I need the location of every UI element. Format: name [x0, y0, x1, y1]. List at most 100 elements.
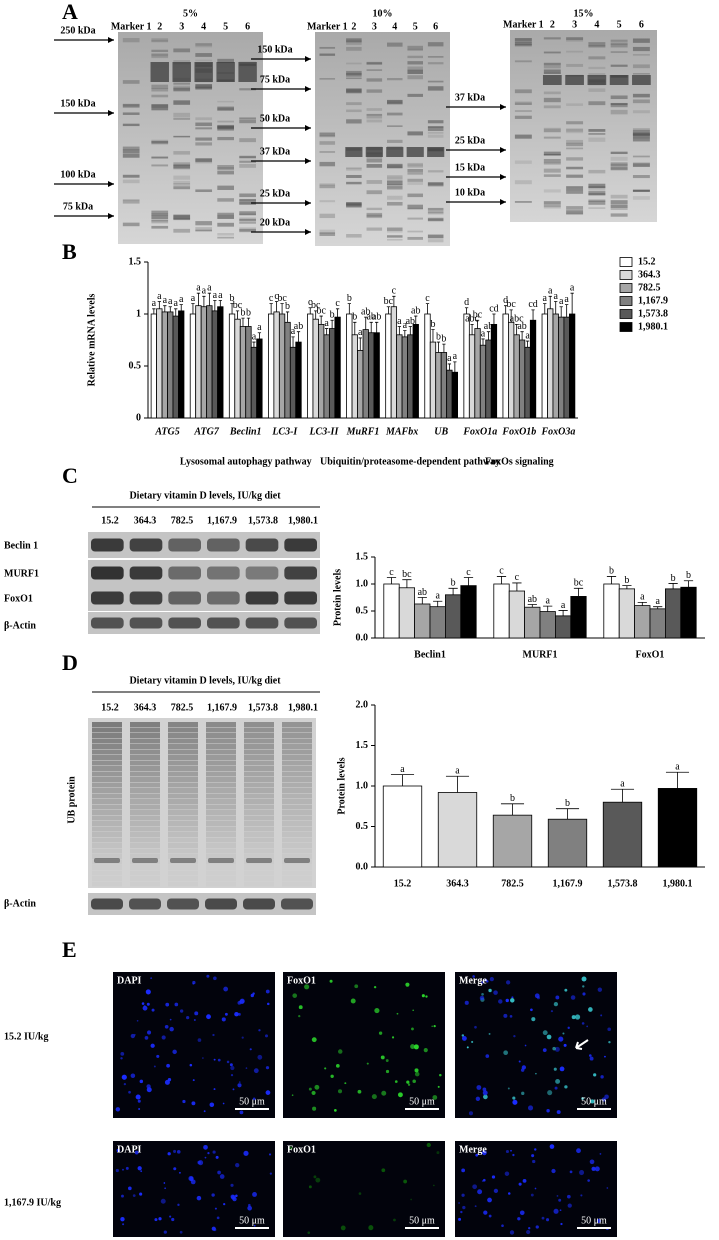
gel-band [387, 186, 403, 190]
gel-band [566, 142, 584, 147]
blot-band [284, 858, 310, 863]
cell [134, 1150, 139, 1155]
lane-label: 3 [179, 21, 184, 32]
gel-band [566, 50, 584, 53]
error-bar [364, 316, 368, 330]
gel-band [514, 38, 532, 43]
gel-band [632, 64, 650, 69]
gel-band [239, 229, 256, 233]
cell [488, 988, 492, 993]
smear [130, 804, 160, 810]
bar [444, 594, 462, 639]
cell [554, 1046, 560, 1052]
cell [373, 985, 377, 989]
gel-band [514, 89, 532, 94]
gel-band [151, 210, 169, 215]
gel-band [217, 185, 234, 190]
gel-band [514, 38, 532, 41]
gel-band [151, 141, 169, 145]
gel-band [195, 59, 213, 62]
significance-letter: a [640, 592, 645, 603]
cell [542, 1048, 547, 1053]
gel-band [239, 227, 256, 232]
smear [92, 799, 122, 804]
significance-letter: a [548, 286, 553, 297]
arrow-head [500, 174, 506, 180]
x-tick-label: 1,573.8 [608, 878, 638, 889]
error-bar [246, 317, 251, 327]
blot-band [284, 591, 317, 605]
bar [256, 338, 263, 419]
blot-membrane [88, 718, 316, 888]
significance-letter: cd [489, 303, 498, 314]
gel-band [217, 212, 234, 216]
significance-letter: ab [294, 321, 303, 332]
blot-band [168, 538, 201, 552]
cell [559, 1209, 562, 1212]
gel-band [151, 225, 169, 229]
bar [200, 306, 208, 419]
smear [92, 832, 122, 837]
cell [410, 1198, 412, 1201]
arrow-head [500, 147, 506, 153]
error-bar [408, 326, 412, 335]
bar [524, 606, 541, 639]
marker-label: 75 kDa [260, 74, 290, 85]
cell [166, 1063, 170, 1068]
error-bar [558, 610, 568, 616]
gel-band [407, 61, 423, 65]
cell [483, 1210, 488, 1215]
cell [196, 1195, 202, 1201]
lane-label: 364.3 [134, 515, 157, 526]
cell [151, 1008, 155, 1012]
gel-band [319, 183, 336, 186]
significance-letter: a [525, 330, 530, 341]
smear [168, 799, 198, 804]
error-bar [543, 605, 553, 612]
cell [330, 1074, 334, 1078]
marker-label: 150 kDa [257, 44, 292, 55]
bar [539, 611, 556, 639]
gel-band [151, 106, 169, 111]
cell [115, 1107, 121, 1112]
lane-label: 1,167.9 [207, 702, 237, 713]
cell [587, 1179, 590, 1182]
cell [433, 1025, 436, 1028]
error-bar [543, 303, 547, 314]
gel-band [566, 212, 584, 215]
cell [596, 1218, 602, 1224]
gel-band [173, 164, 191, 169]
smear [130, 744, 160, 749]
cell [549, 1144, 555, 1149]
cell [558, 1198, 562, 1202]
gel-band [427, 56, 444, 58]
gel-band [365, 147, 383, 157]
gel-band [151, 94, 169, 98]
x-tick-label: UB [434, 426, 448, 437]
error-bar [445, 775, 470, 793]
cell [522, 1178, 527, 1183]
gel-band [407, 217, 423, 220]
bar [446, 369, 453, 419]
significance-letter: a [543, 293, 548, 304]
error-bar [525, 340, 530, 348]
cell [230, 1194, 236, 1200]
smear [130, 788, 160, 793]
smear [206, 854, 236, 859]
blot-band [170, 858, 196, 863]
smear [206, 815, 236, 821]
significance-letter: a [163, 295, 168, 306]
cell [461, 1168, 466, 1173]
cell [247, 1205, 252, 1211]
cell [191, 1101, 196, 1106]
gel-band [366, 61, 383, 65]
gel-band [610, 151, 628, 155]
blot-strip [88, 560, 320, 586]
smear [130, 777, 160, 782]
smear [282, 848, 312, 854]
cell [239, 1110, 244, 1115]
cell [182, 1099, 186, 1104]
smear [244, 733, 274, 738]
cell [461, 1193, 465, 1197]
bar [396, 334, 403, 419]
